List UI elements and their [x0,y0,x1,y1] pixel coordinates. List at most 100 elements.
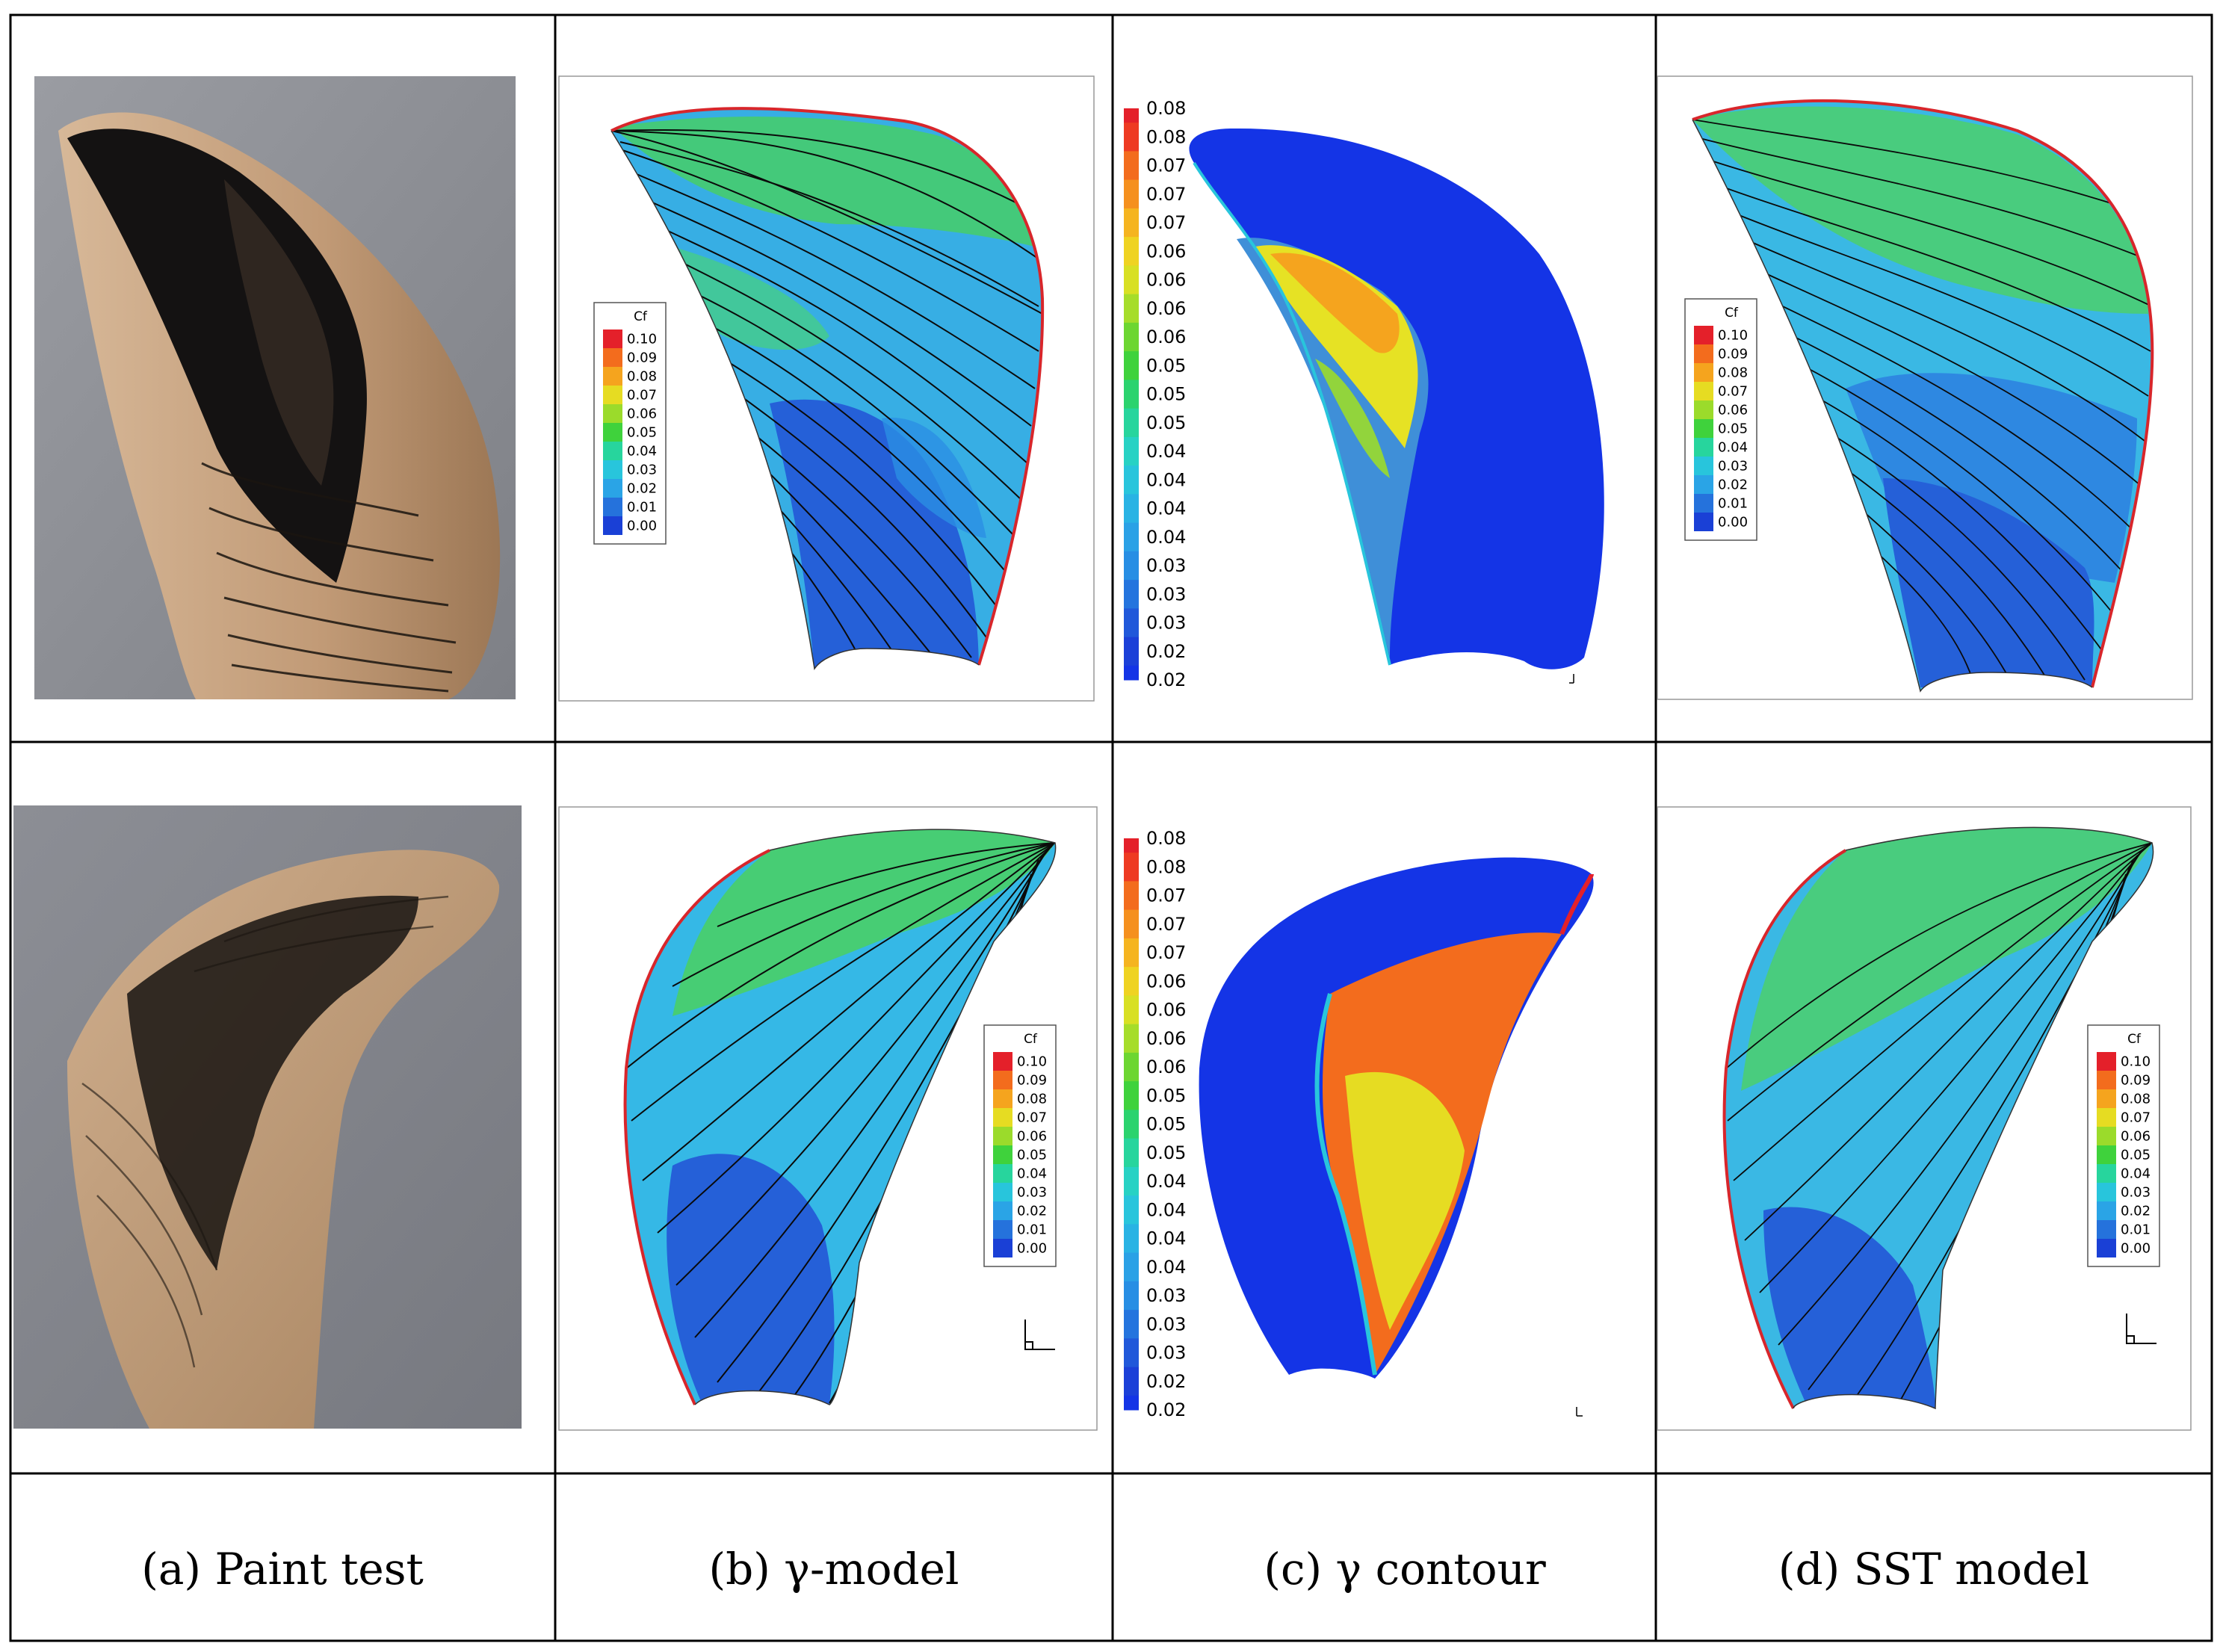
legend-swatch [993,1164,1012,1183]
legend-label: 0.00 [1017,1241,1047,1257]
colorbar-segment [1124,351,1139,380]
colorbar-segment [1124,995,1139,1025]
legend-swatch [2097,1052,2116,1071]
colorbar-label: 0.08 [1146,126,1186,147]
colorbar-label: 0.02 [1146,669,1186,690]
colorbar-segment [1124,1367,1139,1396]
legend-label: 0.07 [1718,384,1748,400]
colorbar-segment [1124,465,1139,495]
legend-swatch [2097,1220,2116,1239]
colorbar-segment [1124,237,1139,266]
legend-swatch [993,1220,1012,1239]
colorbar-segment [1124,1024,1139,1054]
gamma-colorbar-c1: 0.08 0.08 0.07 0.07 0.07 0.06 0.06 0.06 0.06 0.05… [1124,98,1186,690]
caption-sst-model: (d) SST model [1778,1544,2089,1594]
legend-swatch [603,348,622,367]
colorbar-label: 0.04 [1146,441,1186,462]
legend-label: 0.00 [2121,1241,2151,1257]
colorbar-segment [1124,408,1139,438]
legend-label: 0.09 [2121,1073,2151,1089]
legend-label: 0.07 [627,388,657,403]
colorbar-label: 0.04 [1146,469,1186,490]
colorbar-label: 0.05 [1146,384,1186,405]
colorbar-label: 0.08 [1146,856,1186,877]
colorbar-segment [1124,909,1139,939]
legend-swatch [993,1108,1012,1127]
colorbar-segment [1124,967,1139,996]
legend-swatch [603,330,622,348]
colorbar-segment [1124,1310,1139,1339]
colorbar-segment [1124,151,1139,181]
legend-label: 0.00 [627,519,657,534]
axis-triad-c1 [1569,674,1574,684]
legend-label: 0.09 [1017,1073,1047,1089]
legend-label: 0.06 [627,406,657,422]
legend-label: 0.02 [627,481,657,497]
colorbar-label: 0.03 [1146,613,1186,634]
legend-label: 0.03 [1718,459,1748,474]
legend-swatch [2097,1071,2116,1089]
colorbar-segment [1124,265,1139,295]
legend-label: 0.08 [627,369,657,385]
colorbar-label: 0.04 [1146,498,1186,519]
legend-swatch [993,1183,1012,1201]
colorbar-segment [1124,1395,1139,1411]
legend-label: 0.04 [1718,440,1748,456]
legend-label: 0.06 [1017,1129,1047,1145]
legend-title: Cf [634,309,648,324]
colorbar-segment [1124,938,1139,968]
legend-swatch [2097,1239,2116,1257]
colorbar-label: 0.07 [1146,212,1186,233]
colorbar-segment [1124,123,1139,152]
legend-swatch [1694,326,1713,344]
legend-label: 0.08 [2121,1092,2151,1107]
colorbar-segment [1124,294,1139,324]
legend-swatch [2097,1201,2116,1220]
legend-label: 0.04 [627,444,657,460]
legend-label: 0.00 [1718,515,1748,530]
colorbar-label: 0.05 [1146,1114,1186,1135]
legend-label: 0.05 [1718,421,1748,437]
colorbar-segment [1124,322,1139,352]
legend-swatch [993,1071,1012,1089]
legend-swatch [2097,1108,2116,1127]
legend-label: 0.05 [627,425,657,441]
caption-gamma-model: (b) γ-model [708,1544,959,1594]
colorbar-label: 0.03 [1146,1343,1186,1364]
colorbar-segment [1124,1224,1139,1254]
caption-gamma-contour: (c) γ contour [1264,1544,1546,1594]
legend-label: 0.10 [1017,1054,1047,1070]
legend-swatch [1694,494,1713,513]
colorbar-segment [1124,665,1139,681]
colorbar-label: 0.06 [1146,1028,1186,1049]
legend-label: 0.10 [1718,328,1748,344]
legend-label: 0.04 [2121,1166,2151,1182]
legend-swatch [603,460,622,479]
legend-label: 0.01 [1718,496,1748,512]
colorbar-label: 0.06 [1146,1000,1186,1021]
legend-swatch [603,423,622,442]
legend-swatch [993,1239,1012,1257]
colorbar-label: 0.06 [1146,327,1186,347]
colorbar-segment [1124,179,1139,209]
colorbar-segment [1124,1281,1139,1311]
figure-grid [9,13,2213,1642]
legend-swatch [993,1089,1012,1108]
colorbar-segment [1124,551,1139,581]
legend-label: 0.01 [627,500,657,516]
legend-label: 0.01 [2121,1222,2151,1238]
colorbar-label: 0.08 [1146,828,1186,849]
legend-swatch [993,1201,1012,1220]
legend-label: 0.09 [1718,347,1748,362]
colorbar-segment [1124,580,1139,609]
legend-title: Cf [2127,1032,2142,1047]
legend-swatch [993,1127,1012,1145]
legend-label: 0.02 [2121,1204,2151,1219]
legend-swatch [1694,513,1713,531]
gamma-colorbar-c2: 0.08 0.08 0.07 0.07 0.07 0.06 0.06 0.06 0.06 0.05… [1124,828,1186,1420]
legend-swatch [603,386,622,404]
legend-label: 0.10 [2121,1054,2151,1070]
colorbar-label: 0.02 [1146,1371,1186,1392]
legend-label: 0.05 [1017,1148,1047,1163]
